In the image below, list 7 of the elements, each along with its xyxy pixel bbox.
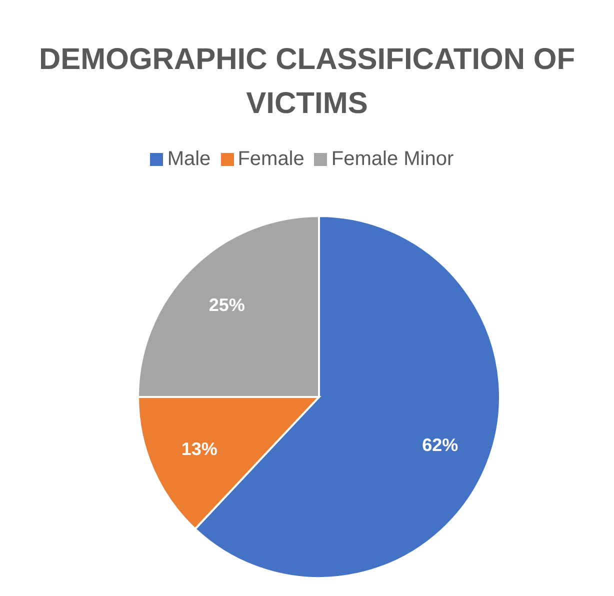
chart-title: DEMOGRAPHIC CLASSIFICATION OF VICTIMS [38, 42, 576, 122]
data-label: 13% [181, 438, 218, 459]
legend-label: Female [238, 148, 304, 170]
data-label: 62% [422, 434, 458, 455]
legend-label: Male [167, 148, 211, 170]
legend-label: Female Minor [331, 148, 454, 170]
data-label: 25% [208, 294, 245, 315]
